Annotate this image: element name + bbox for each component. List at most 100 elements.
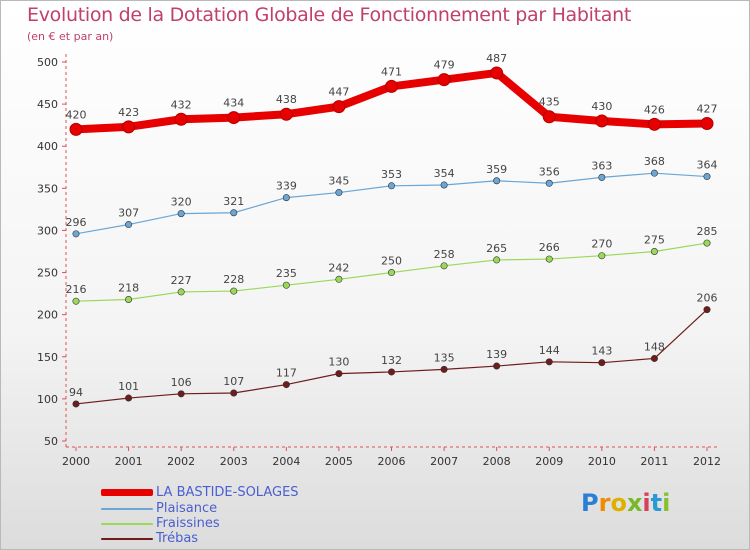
data-point [595,114,609,128]
y-tick-label: 500 [37,56,58,69]
data-label: 228 [223,273,244,286]
x-tick-label: 2012 [693,455,721,468]
data-point [227,111,241,125]
data-point [493,177,501,185]
data-point [387,182,395,190]
data-point [282,194,290,202]
data-label: 258 [434,248,455,261]
data-point [230,389,238,397]
data-point [545,358,553,366]
data-label: 265 [486,242,507,255]
legend-label: LA BASTIDE-SOLAGES [156,485,299,500]
data-point [700,116,714,130]
y-tick-label: 100 [37,393,58,406]
data-label: 321 [223,195,244,208]
data-label: 427 [697,102,718,115]
data-point [282,281,290,289]
data-label: 139 [486,348,507,361]
data-point [230,209,238,217]
data-label: 216 [66,283,87,296]
data-label: 144 [539,344,560,357]
data-point [69,122,83,136]
data-label: 143 [591,345,612,358]
data-point [387,368,395,376]
data-point [230,287,238,295]
legend-swatch-plaisance [101,508,153,510]
data-point [650,354,658,362]
logo-letter: i [642,489,651,517]
data-label: 339 [276,180,297,193]
data-point [703,173,711,181]
data-label: 420 [66,108,87,121]
data-point [282,381,290,389]
logo-letter: t [650,489,663,517]
data-point [493,362,501,370]
data-label: 285 [697,225,718,238]
logo-letter: P [581,489,599,517]
data-point [177,390,185,398]
x-tick-label: 2004 [272,455,300,468]
x-tick-label: 2000 [62,455,90,468]
data-point [125,296,133,304]
data-label: 266 [539,241,560,254]
y-tick-label: 50 [44,435,58,448]
data-point [125,394,133,402]
data-point [598,359,606,367]
data-point [437,73,451,87]
y-tick-label: 300 [37,224,58,237]
legend-label: Plaisance [156,501,218,516]
logo-letter: o [610,489,627,517]
data-label: 368 [644,155,665,168]
x-tick-label: 2011 [640,455,668,468]
chart-title: Evolution de la Dotation Globale de Fonc… [27,4,632,26]
legend-label: Fraissines [156,516,220,531]
y-tick-label: 250 [37,267,58,280]
data-label: 447 [328,86,349,99]
x-tick-label: 2006 [378,455,406,468]
legend-label: Trébas [156,531,199,546]
data-point [440,365,448,373]
data-label: 94 [69,386,83,399]
data-label: 345 [328,175,349,188]
data-label: 101 [118,380,139,393]
data-point [72,400,80,408]
data-point [490,66,504,80]
x-tick-label: 2003 [220,455,248,468]
x-tick-label: 2009 [535,455,563,468]
data-point [650,169,658,177]
data-point [174,112,188,126]
data-label: 270 [591,238,612,251]
logo-letter: x [626,489,643,517]
data-label: 132 [381,354,402,367]
data-label: 206 [697,292,718,305]
data-label: 423 [118,106,139,119]
data-label: 354 [434,167,455,180]
data-label: 218 [118,282,139,295]
data-point [598,252,606,260]
data-label: 117 [276,367,297,380]
legend-swatch-trebas [101,538,153,540]
data-point [122,120,136,134]
data-label: 148 [644,340,665,353]
logo-letter: i [662,489,671,517]
data-label: 242 [328,261,349,274]
y-tick-label: 450 [37,98,58,111]
x-tick-label: 2010 [588,455,616,468]
data-label: 435 [539,96,560,109]
data-label: 250 [381,255,402,268]
x-tick-label: 2008 [483,455,511,468]
y-tick-label: 400 [37,140,58,153]
data-label: 356 [539,165,560,178]
data-point [72,230,80,238]
data-label: 320 [171,196,192,209]
data-label: 130 [328,356,349,369]
y-tick-label: 200 [37,309,58,322]
data-point [279,107,293,121]
data-point [493,256,501,264]
data-point [387,269,395,277]
data-point [703,306,711,314]
data-label: 359 [486,163,507,176]
x-tick-label: 2001 [115,455,143,468]
data-label: 235 [276,267,297,280]
